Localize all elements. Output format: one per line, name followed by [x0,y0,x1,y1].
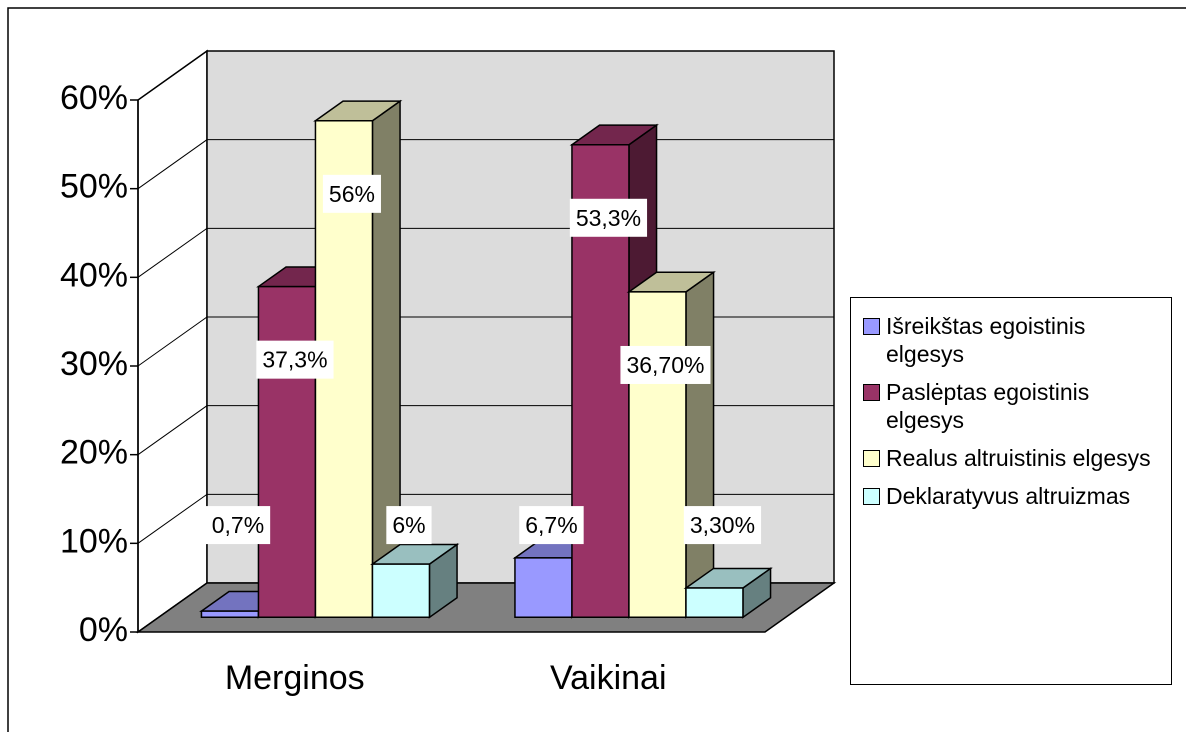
data-label-box [683,506,762,545]
y-tick-label: 30% [60,345,128,383]
legend-swatch [863,318,880,335]
bar [683,566,773,619]
y-tick-label: 0% [79,611,128,649]
data-label-box [519,506,584,545]
data-label: 6% [392,512,425,538]
data-label-box [256,340,334,379]
data-label-box [205,506,271,545]
bar-front [314,120,374,619]
data-label: 0,7% [212,512,264,538]
bar-front [685,587,744,619]
bar-front [200,610,260,619]
data-label-box [386,506,432,545]
y-tick-label: 10% [60,522,128,560]
legend-entry: Realus altruistinis elgesys [863,444,1161,472]
legend-entry: Išreikštas egoistinis elgesys [863,312,1161,368]
data-label: 53,3% [576,205,641,231]
frame [7,7,1186,732]
bar-front [514,557,573,619]
data-label-box [322,174,381,213]
data-label: 37,3% [262,347,327,373]
bar [370,543,460,619]
bar [313,99,403,619]
data-label-box [620,345,711,384]
x-tick-label: Vaikinai [550,659,667,697]
x-tick-label: Merginos [225,659,365,697]
y-tick-label: 40% [60,256,128,294]
data-label: 6,7% [525,512,577,538]
bar-front [257,285,317,619]
legend-entry: Deklaratyvus altruizmas [863,482,1161,510]
bar-front [628,291,687,619]
data-label: 36,70% [626,352,704,378]
y-tick-label: 60% [60,79,128,117]
legend-label: Deklaratyvus altruizmas [886,483,1131,509]
legend-entry: Paslėptas egoistinis elgesys [863,378,1161,434]
bar-side [685,270,715,619]
legend-swatch [863,450,880,467]
data-label-box [569,198,648,237]
y-tick-label: 50% [60,168,128,206]
grid-line [137,50,834,101]
legend-label: Realus altruistinis elgesys [886,445,1151,471]
bar-front [371,563,431,619]
legend-swatch [863,384,880,401]
data-label: 3,30% [690,512,755,538]
legend-label: Paslėptas egoistinis elgesys [886,379,1090,433]
bar-front [571,143,630,619]
legend-swatch [863,488,880,505]
legend: Išreikštas egoistinis elgesys Paslėptas e… [850,297,1172,685]
data-label: 56% [329,181,375,207]
legend-label: Išreikštas egoistinis elgesys [886,313,1086,367]
y-tick-label: 20% [60,434,128,472]
bar [626,270,716,619]
